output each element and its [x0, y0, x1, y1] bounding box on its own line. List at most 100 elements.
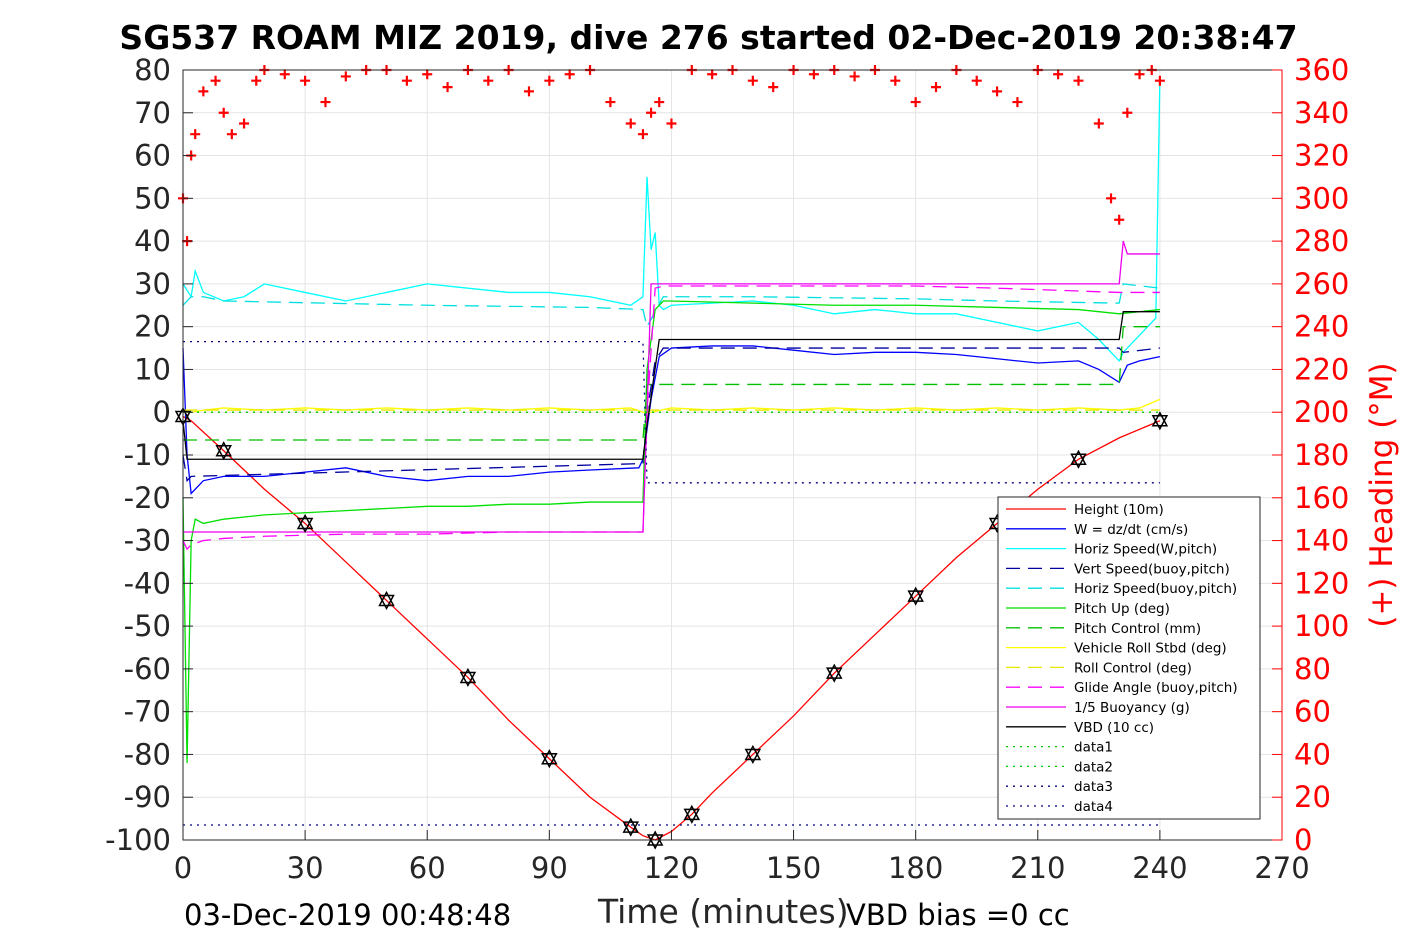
- y2-tick-label: 80: [1294, 652, 1331, 686]
- legend-box: [997, 496, 1261, 820]
- legend-label: Horiz Speed(buoy,pitch): [1074, 581, 1237, 597]
- chart-title: SG537 ROAM MIZ 2019, dive 276 started 02…: [119, 18, 1298, 57]
- legend-label: Horiz Speed(W,pitch): [1074, 542, 1217, 558]
- series-line-5: [182, 300, 1160, 764]
- height-marker-up: [622, 817, 639, 833]
- height-marker-down: [459, 671, 477, 688]
- y-tick-label: -60: [124, 652, 171, 686]
- legend-label: VBD (10 cc): [1074, 720, 1154, 736]
- series-line-10: [183, 240, 1160, 533]
- y-tick-label: 20: [134, 310, 171, 344]
- height-marker-down: [1151, 415, 1169, 431]
- series-line-2: [182, 78, 1161, 363]
- height-marker-down: [646, 834, 664, 850]
- x-axis-label: Time (minutes): [598, 892, 849, 931]
- x-tick-label: 210: [1010, 851, 1065, 885]
- y2-tick-label: 60: [1294, 695, 1331, 729]
- height-marker-up: [1070, 449, 1087, 466]
- height-marker-down: [541, 752, 558, 769]
- heading-point: [190, 129, 201, 140]
- height-marker-down: [744, 748, 762, 765]
- heading-point: [808, 69, 819, 80]
- x-ticks: 0 30 60 90 120 150 180 210 240 270: [174, 830, 1310, 885]
- heading-point: [483, 75, 494, 86]
- heading-point: [666, 118, 677, 129]
- x-tick-label: 120: [644, 851, 699, 885]
- heading-point: [637, 129, 648, 140]
- heading-point: [1073, 75, 1084, 86]
- heading-point: [768, 82, 779, 93]
- height-marker-up: [826, 663, 843, 679]
- y2-tick-label: 100: [1294, 609, 1349, 643]
- height-marker-down: [296, 517, 314, 534]
- heading-point: [1093, 118, 1104, 129]
- legend-label: Pitch Control (mm): [1074, 621, 1201, 637]
- legend-label: data3: [1074, 779, 1113, 795]
- y-tick-label: -70: [124, 695, 171, 729]
- y-tick-label: 30: [134, 267, 171, 301]
- height-marker-down: [826, 667, 843, 683]
- height-marker-up: [378, 590, 395, 607]
- series-line-9: [182, 285, 1160, 551]
- heading-point: [1012, 97, 1023, 108]
- heading-point: [422, 69, 433, 80]
- heading-point: [654, 97, 665, 108]
- heading-point: [625, 118, 636, 129]
- y2-tick-label: 240: [1294, 310, 1349, 344]
- legend-label: data4: [1074, 799, 1113, 815]
- heading-point: [1053, 69, 1064, 80]
- y-tick-label: 60: [134, 139, 171, 173]
- y-tick-label: -80: [124, 737, 171, 771]
- height-marker-down: [683, 808, 701, 824]
- heading-point: [646, 107, 657, 118]
- heading-point: [971, 75, 982, 86]
- y-tick-label: 70: [134, 96, 171, 130]
- heading-point: [218, 107, 229, 118]
- y2-tick-label: 180: [1294, 438, 1349, 472]
- y2-tick-label: 260: [1294, 267, 1349, 301]
- heading-point: [198, 86, 209, 97]
- height-marker-down: [1070, 453, 1087, 469]
- height-marker-up: [683, 804, 701, 821]
- legend-label: data1: [1074, 740, 1113, 756]
- x-tick-label: 60: [409, 851, 446, 885]
- heading-point: [210, 75, 221, 86]
- y2-tick-label: 160: [1294, 481, 1349, 515]
- series-line-6: [183, 326, 1160, 441]
- heading-point: [910, 97, 921, 108]
- heading-point: [442, 82, 453, 93]
- y2-tick-label: 360: [1294, 53, 1349, 87]
- y2-tick-label: 40: [1294, 737, 1331, 771]
- heading-point: [320, 97, 331, 108]
- height-marker-up: [296, 513, 314, 530]
- heading-point: [340, 71, 351, 82]
- y2-tick-label: 300: [1294, 181, 1349, 215]
- x-tick-label: 240: [1132, 851, 1187, 885]
- y-tick-label: 80: [134, 53, 171, 87]
- heading-point: [992, 86, 1003, 97]
- heading-point: [931, 82, 942, 93]
- heading-point: [1114, 214, 1125, 225]
- x-tick-label: 150: [766, 851, 821, 885]
- y2-tick-label: 280: [1294, 224, 1349, 258]
- heading-point: [707, 69, 718, 80]
- heading-point: [300, 75, 311, 86]
- height-marker-up: [907, 586, 924, 602]
- y2-tick-label: 220: [1294, 352, 1349, 386]
- y-tick-label: 10: [134, 352, 171, 386]
- y2-axis-label: (+) Heading (°M): [1364, 362, 1400, 627]
- x-tick-label: 270: [1254, 851, 1309, 885]
- legend-label: Height (10m): [1074, 502, 1164, 518]
- y2-tick-label: 0: [1294, 823, 1312, 857]
- legend-label: data2: [1074, 759, 1113, 775]
- y-tick-label: -50: [124, 609, 171, 643]
- legend-label: Pitch Up (deg): [1074, 601, 1170, 617]
- footer-timestamp: 03-Dec-2019 00:48:48: [184, 898, 512, 932]
- legend-label: Roll Control (deg): [1074, 660, 1192, 676]
- x-tick-label: 180: [888, 851, 943, 885]
- height-marker-down: [907, 590, 924, 606]
- heading-point: [564, 69, 575, 80]
- y2-ticks: 3603403203002802602402202001801601401201…: [1272, 53, 1349, 857]
